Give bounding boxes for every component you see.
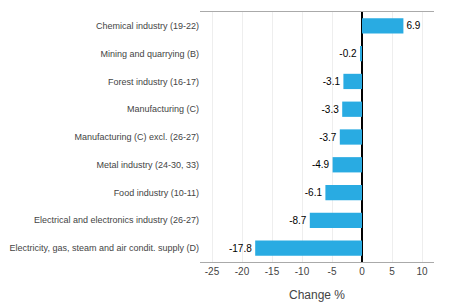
svg-text:Change %: Change % [289,288,345,302]
svg-text:-17.8: -17.8 [229,243,252,254]
svg-text:Chemical industry (19-22): Chemical industry (19-22) [96,21,199,31]
svg-text:Manufacturing (C) excl. (26-27: Manufacturing (C) excl. (26-27) [74,132,199,142]
svg-text:-5: -5 [328,266,337,277]
svg-text:Food industry (10-11): Food industry (10-11) [114,188,199,198]
svg-text:-25: -25 [205,266,220,277]
svg-text:10: 10 [416,266,428,277]
svg-text:Metal industry (24-30, 33): Metal industry (24-30, 33) [96,160,199,170]
svg-text:5: 5 [389,266,395,277]
svg-text:-20: -20 [235,266,250,277]
svg-text:Manufacturing (C): Manufacturing (C) [127,104,199,114]
svg-text:Electricity, gas, steam and ai: Electricity, gas, steam and air condit. … [10,243,199,253]
svg-text:6.9: 6.9 [406,20,420,31]
svg-text:-15: -15 [265,266,280,277]
svg-text:-0.2: -0.2 [339,48,357,59]
svg-text:Mining and quarrying (B): Mining and quarrying (B) [100,49,199,59]
svg-text:-3.3: -3.3 [322,104,340,115]
svg-text:-10: -10 [295,266,310,277]
svg-text:0: 0 [359,266,365,277]
svg-text:-4.9: -4.9 [312,159,330,170]
svg-text:-8.7: -8.7 [289,215,307,226]
svg-text:-6.1: -6.1 [305,187,323,198]
svg-text:-3.1: -3.1 [323,76,341,87]
svg-text:-3.7: -3.7 [319,132,337,143]
svg-text:Electrical and electronics ind: Electrical and electronics industry (26-… [34,215,199,225]
svg-text:Forest industry (16-17): Forest industry (16-17) [108,77,199,87]
